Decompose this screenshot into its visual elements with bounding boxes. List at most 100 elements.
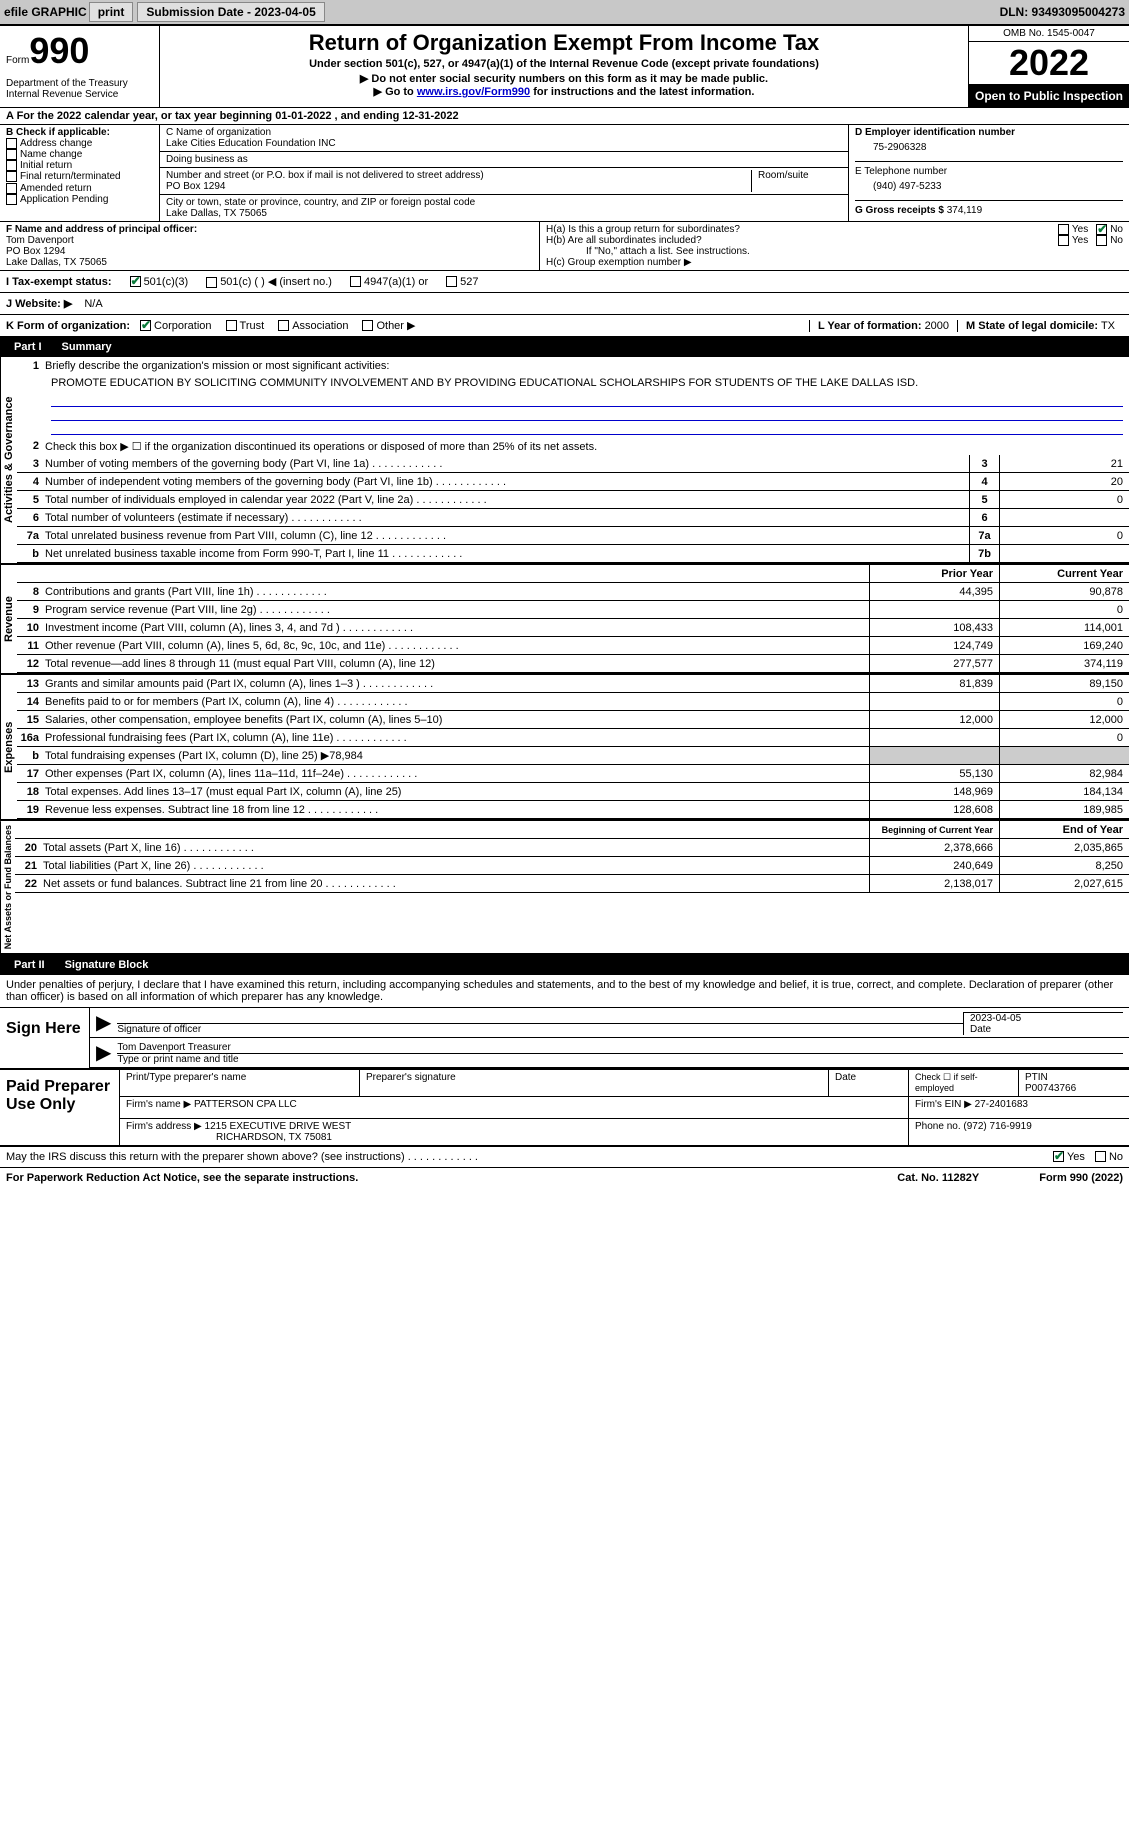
prep-name-label: Print/Type preparer's name bbox=[120, 1070, 360, 1096]
hb-label: H(b) Are all subordinates included? bbox=[546, 235, 1058, 246]
v6 bbox=[999, 509, 1129, 526]
form-number: 990 bbox=[29, 30, 89, 71]
ptin-label: PTIN bbox=[1025, 1072, 1123, 1083]
form-subtitle: Under section 501(c), 527, or 4947(a)(1)… bbox=[164, 58, 964, 70]
expenses-section: Expenses 13Grants and similar amounts pa… bbox=[0, 675, 1129, 821]
v4: 20 bbox=[999, 473, 1129, 490]
v5: 0 bbox=[999, 491, 1129, 508]
addr-change-checkbox[interactable] bbox=[6, 138, 17, 149]
i-label: I Tax-exempt status: bbox=[6, 276, 112, 288]
sig-date: 2023-04-05 bbox=[970, 1013, 1123, 1024]
arrow-icon: ▶ bbox=[96, 1040, 111, 1065]
footer-row: For Paperwork Reduction Act Notice, see … bbox=[0, 1168, 1129, 1188]
submission-date-button[interactable]: Submission Date - 2023-04-05 bbox=[137, 2, 324, 22]
part1-header: Part I Summary bbox=[0, 337, 1129, 357]
paperwork-note: For Paperwork Reduction Act Notice, see … bbox=[6, 1172, 358, 1184]
paid-preparer: Paid Preparer Use Only Print/Type prepar… bbox=[0, 1070, 1129, 1147]
firm-ein: 27-2401683 bbox=[975, 1099, 1028, 1110]
netassets-section: Net Assets or Fund Balances Beginning of… bbox=[0, 821, 1129, 955]
vert-expenses: Expenses bbox=[0, 675, 17, 819]
officer-addr1: PO Box 1294 bbox=[6, 246, 533, 257]
type-name-label: Type or print name and title bbox=[117, 1054, 1123, 1065]
v7b bbox=[999, 545, 1129, 562]
officer-name: Tom Davenport bbox=[6, 235, 533, 246]
org-name-label: C Name of organization bbox=[166, 127, 842, 138]
k-row: K Form of organization: Corporation Trus… bbox=[0, 315, 1129, 337]
sig-intro: Under penalties of perjury, I declare th… bbox=[0, 975, 1129, 1008]
discuss-no-checkbox[interactable] bbox=[1095, 1151, 1106, 1162]
form-header: Form990 Department of the Treasury Inter… bbox=[0, 24, 1129, 107]
efile-label: efile GRAPHIC bbox=[4, 5, 87, 19]
trust-checkbox[interactable] bbox=[226, 320, 237, 331]
section-fh: F Name and address of principal officer:… bbox=[0, 222, 1129, 271]
other-checkbox[interactable] bbox=[362, 320, 373, 331]
501c-checkbox[interactable] bbox=[206, 277, 217, 288]
revenue-section: Revenue Prior YearCurrent Year 8Contribu… bbox=[0, 565, 1129, 675]
form-title: Return of Organization Exempt From Incom… bbox=[164, 30, 964, 56]
prep-self-label: Check ☐ if self-employed bbox=[909, 1070, 1019, 1096]
4947-checkbox[interactable] bbox=[350, 276, 361, 287]
cat-no: Cat. No. 11282Y bbox=[897, 1172, 979, 1184]
hb-yes-checkbox[interactable] bbox=[1058, 235, 1069, 246]
vert-revenue: Revenue bbox=[0, 565, 17, 673]
assoc-checkbox[interactable] bbox=[278, 320, 289, 331]
part2-header: Part II Signature Block bbox=[0, 955, 1129, 975]
corp-checkbox[interactable] bbox=[140, 320, 151, 331]
year-formation: 2000 bbox=[925, 320, 949, 332]
j-label: J Website: ▶ bbox=[6, 297, 72, 310]
tax-status-row: I Tax-exempt status: 501(c)(3) 501(c) ( … bbox=[0, 271, 1129, 293]
note-ssn: ▶ Do not enter social security numbers o… bbox=[164, 72, 964, 85]
note-link: ▶ Go to www.irs.gov/Form990 for instruct… bbox=[164, 85, 964, 98]
discuss-yes-checkbox[interactable] bbox=[1053, 1151, 1064, 1162]
initial-checkbox[interactable] bbox=[6, 160, 17, 171]
hb-note: If "No," attach a list. See instructions… bbox=[546, 246, 1123, 257]
sign-here-label: Sign Here bbox=[0, 1008, 90, 1068]
phone: (940) 497-5233 bbox=[855, 177, 1123, 200]
v7a: 0 bbox=[999, 527, 1129, 544]
hc-label: H(c) Group exemption number ▶ bbox=[546, 257, 1123, 268]
street-label: Number and street (or P.O. box if mail i… bbox=[166, 170, 745, 181]
gross-receipts: 374,119 bbox=[947, 205, 982, 216]
vert-governance: Activities & Governance bbox=[0, 357, 17, 563]
mission-text: PROMOTE EDUCATION BY SOLICITING COMMUNIT… bbox=[17, 375, 1129, 391]
ein: 75-2906328 bbox=[855, 138, 1123, 161]
website-row: J Website: ▶ N/A bbox=[0, 293, 1129, 315]
line-a: A For the 2022 calendar year, or tax yea… bbox=[0, 107, 1129, 125]
firm-addr2: RICHARDSON, TX 75081 bbox=[126, 1132, 902, 1143]
arrow-icon: ▶ bbox=[96, 1010, 111, 1035]
527-checkbox[interactable] bbox=[446, 276, 457, 287]
amended-checkbox[interactable] bbox=[6, 183, 17, 194]
tax-year: 2022 bbox=[969, 42, 1129, 85]
phone-label: E Telephone number bbox=[855, 161, 1123, 177]
irs-label: Internal Revenue Service bbox=[6, 89, 153, 100]
sig-officer-label: Signature of officer bbox=[117, 1023, 963, 1035]
k-label: K Form of organization: bbox=[6, 320, 130, 332]
prep-label: Paid Preparer Use Only bbox=[0, 1070, 120, 1145]
top-toolbar: efile GRAPHIC print Submission Date - 20… bbox=[0, 0, 1129, 24]
ein-label: D Employer identification number bbox=[855, 127, 1123, 138]
signature-block: Under penalties of perjury, I declare th… bbox=[0, 975, 1129, 1070]
final-checkbox[interactable] bbox=[6, 171, 17, 182]
state-domicile: TX bbox=[1101, 320, 1115, 332]
prep-sig-label: Preparer's signature bbox=[360, 1070, 829, 1096]
website-val: N/A bbox=[84, 298, 102, 310]
hb-no-checkbox[interactable] bbox=[1096, 235, 1107, 246]
ha-no-checkbox[interactable] bbox=[1096, 224, 1107, 235]
inspection-label: Open to Public Inspection bbox=[969, 85, 1129, 107]
ptin: P00743766 bbox=[1025, 1083, 1123, 1094]
dept-label: Department of the Treasury bbox=[6, 72, 153, 89]
vert-netassets: Net Assets or Fund Balances bbox=[0, 821, 15, 953]
org-name: Lake Cities Education Foundation INC bbox=[166, 138, 842, 149]
city: Lake Dallas, TX 75065 bbox=[166, 208, 842, 219]
ha-label: H(a) Is this a group return for subordin… bbox=[546, 224, 1058, 235]
print-button[interactable]: print bbox=[89, 2, 134, 22]
pending-checkbox[interactable] bbox=[6, 194, 17, 205]
ha-yes-checkbox[interactable] bbox=[1058, 224, 1069, 235]
name-change-checkbox[interactable] bbox=[6, 149, 17, 160]
irs-link[interactable]: www.irs.gov/Form990 bbox=[417, 86, 530, 98]
city-label: City or town, state or province, country… bbox=[166, 197, 842, 208]
street: PO Box 1294 bbox=[166, 181, 745, 192]
firm-addr1: 1215 EXECUTIVE DRIVE WEST bbox=[205, 1121, 352, 1132]
f-label: F Name and address of principal officer: bbox=[6, 224, 533, 235]
501c3-checkbox[interactable] bbox=[130, 276, 141, 287]
